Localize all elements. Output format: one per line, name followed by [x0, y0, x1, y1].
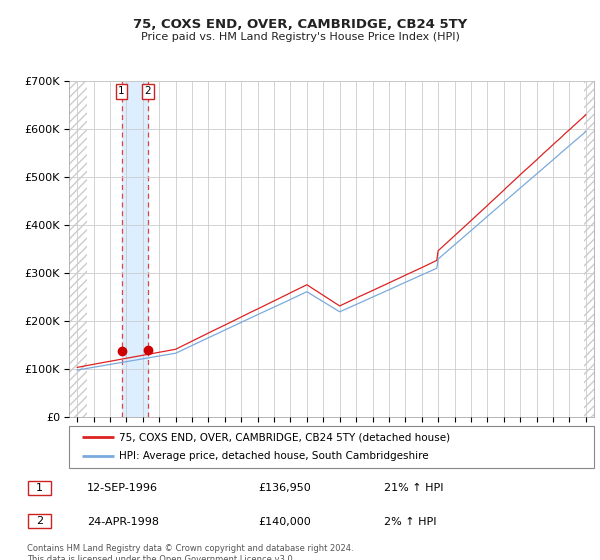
Text: £136,950: £136,950: [258, 483, 311, 493]
Text: 24-APR-1998: 24-APR-1998: [87, 517, 159, 527]
Bar: [121, 81, 148, 417]
Text: 2% ↑ HPI: 2% ↑ HPI: [384, 517, 437, 527]
Bar: [584, 81, 594, 417]
Text: 75, COXS END, OVER, CAMBRIDGE, CB24 5TY: 75, COXS END, OVER, CAMBRIDGE, CB24 5TY: [133, 18, 467, 31]
Text: 1: 1: [118, 86, 125, 96]
FancyBboxPatch shape: [69, 426, 594, 468]
Text: 75, COXS END, OVER, CAMBRIDGE, CB24 5TY (detached house): 75, COXS END, OVER, CAMBRIDGE, CB24 5TY …: [119, 432, 450, 442]
Text: Contains HM Land Registry data © Crown copyright and database right 2024.
This d: Contains HM Land Registry data © Crown c…: [27, 544, 353, 560]
FancyBboxPatch shape: [28, 480, 51, 495]
Text: 2: 2: [36, 516, 43, 526]
Text: 21% ↑ HPI: 21% ↑ HPI: [384, 483, 443, 493]
FancyBboxPatch shape: [28, 514, 51, 529]
Text: 2: 2: [145, 86, 151, 96]
Text: 1: 1: [36, 483, 43, 493]
Bar: [69, 81, 87, 417]
Text: 12-SEP-1996: 12-SEP-1996: [87, 483, 158, 493]
Text: £140,000: £140,000: [258, 517, 311, 527]
Text: Price paid vs. HM Land Registry's House Price Index (HPI): Price paid vs. HM Land Registry's House …: [140, 32, 460, 43]
Text: HPI: Average price, detached house, South Cambridgeshire: HPI: Average price, detached house, Sout…: [119, 451, 428, 461]
